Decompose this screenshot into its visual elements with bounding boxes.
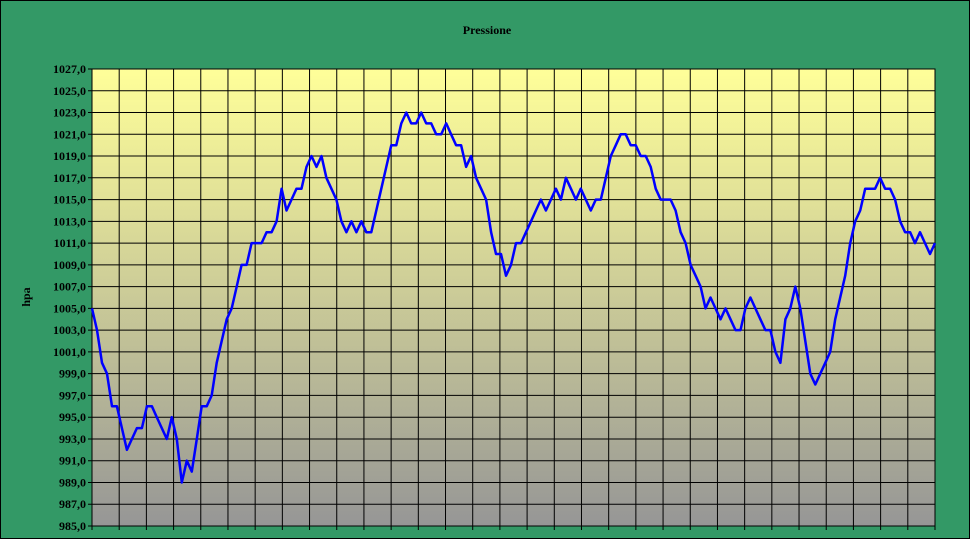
plot-border xyxy=(91,68,936,527)
y-tick-label: 989,0 xyxy=(59,475,86,489)
y-tick-label: 1013,0 xyxy=(53,214,86,228)
y-tick-label: 1003,0 xyxy=(53,323,86,337)
y-tick-label: 1027,0 xyxy=(53,62,86,76)
y-tick-label: 991,0 xyxy=(59,454,86,468)
y-axis-label: hpa xyxy=(19,287,33,306)
y-tick-label: 987,0 xyxy=(59,497,86,511)
y-tick-label: 1007,0 xyxy=(53,280,86,294)
y-tick-label: 1011,0 xyxy=(54,236,86,250)
y-tick-label: 995,0 xyxy=(59,410,86,424)
y-tick-label: 1005,0 xyxy=(53,301,86,315)
y-tick-label: 1009,0 xyxy=(53,258,86,272)
chart-title: Pressione xyxy=(463,23,512,37)
y-tick-label: 1001,0 xyxy=(53,345,86,359)
data-line xyxy=(90,111,937,484)
y-tick-label: 993,0 xyxy=(59,432,86,446)
y-tick-label: 1017,0 xyxy=(53,171,86,185)
y-tick-label: 1015,0 xyxy=(53,193,86,207)
y-tick-label: 997,0 xyxy=(59,388,86,402)
plot-area xyxy=(92,69,935,526)
y-tick-label: 999,0 xyxy=(59,367,86,381)
y-tick-label: 1019,0 xyxy=(53,149,86,163)
y-tick-label: 1025,0 xyxy=(53,84,86,98)
y-tick-label: 985,0 xyxy=(59,519,86,533)
y-tick-label: 1023,0 xyxy=(53,106,86,120)
y-tick-label: 1021,0 xyxy=(53,127,86,141)
